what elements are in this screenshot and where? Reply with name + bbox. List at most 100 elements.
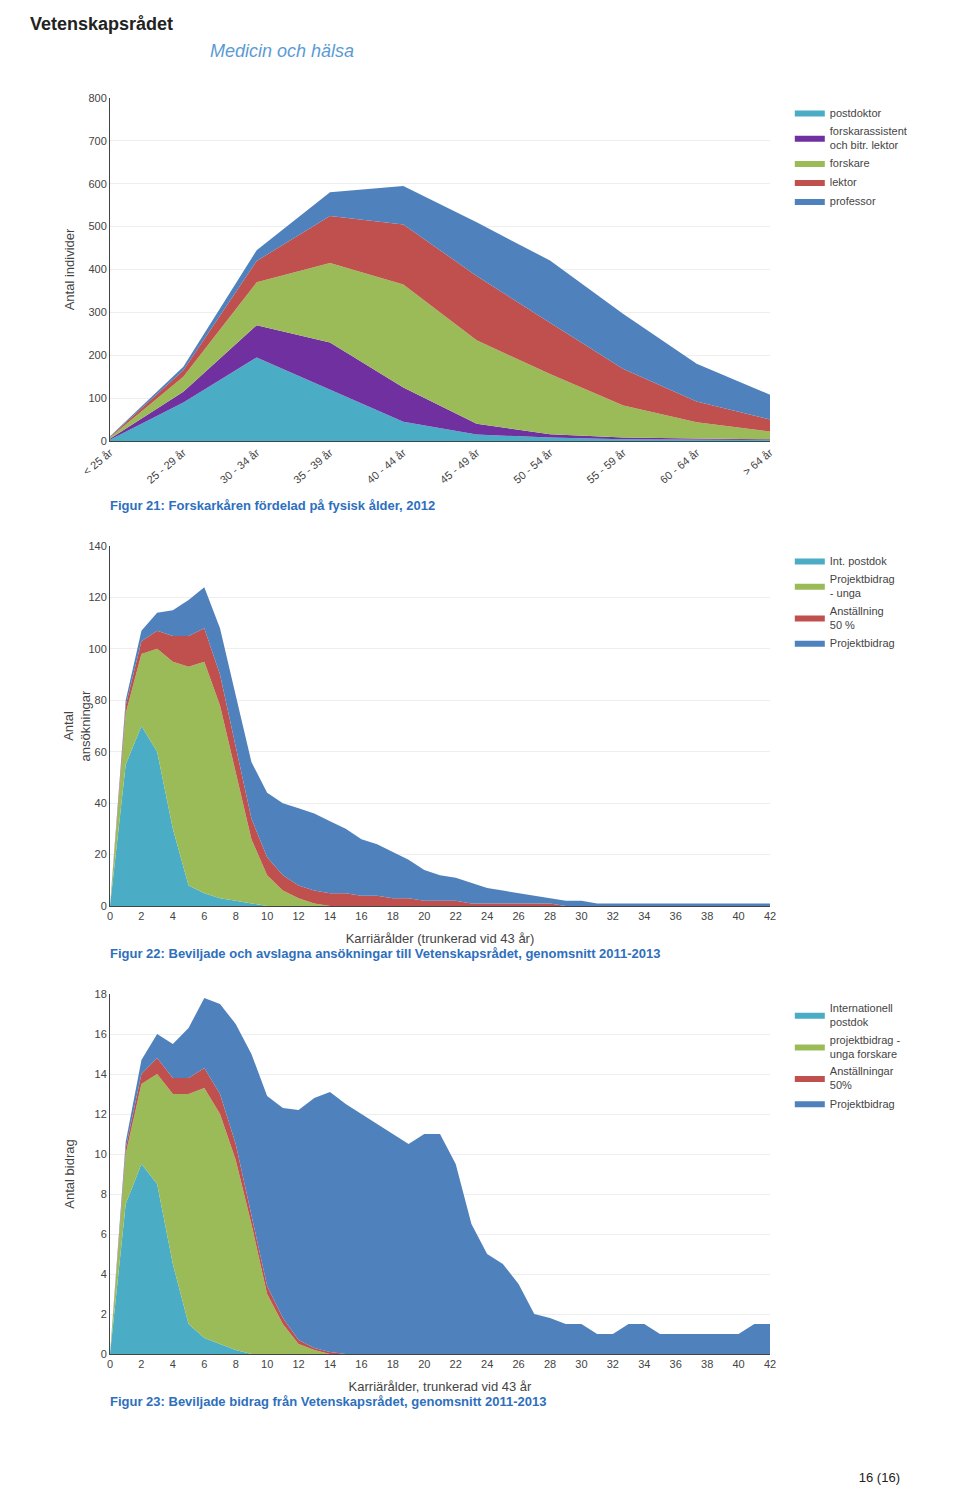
svg-text:42: 42 — [764, 910, 776, 922]
svg-text:40: 40 — [732, 1358, 744, 1370]
svg-text:22: 22 — [450, 910, 462, 922]
svg-text:26: 26 — [512, 1358, 524, 1370]
svg-text:60: 60 — [95, 746, 107, 758]
svg-text:Antal individer: Antal individer — [62, 228, 77, 310]
svg-text:600: 600 — [88, 178, 106, 190]
svg-text:14: 14 — [324, 910, 336, 922]
svg-text:38: 38 — [701, 910, 713, 922]
svg-text:Antal bidrag: Antal bidrag — [62, 1139, 77, 1208]
svg-text:20: 20 — [418, 910, 430, 922]
svg-text:36: 36 — [670, 910, 682, 922]
svg-text:forskarassistentoch bitr. lekt: forskarassistentoch bitr. lektor — [830, 125, 907, 151]
svg-text:20: 20 — [418, 1358, 430, 1370]
svg-text:Projektbidrag- unga: Projektbidrag- unga — [830, 573, 895, 599]
svg-text:0: 0 — [107, 1358, 113, 1370]
svg-text:28: 28 — [544, 910, 556, 922]
svg-text:12: 12 — [95, 1108, 107, 1120]
svg-text:8: 8 — [233, 1358, 239, 1370]
svg-text:40: 40 — [732, 910, 744, 922]
svg-text:0: 0 — [101, 900, 107, 912]
svg-text:Karriärålder (trunkerad vid 43: Karriärålder (trunkerad vid 43 år) — [346, 931, 535, 946]
svg-text:500: 500 — [88, 220, 106, 232]
svg-text:Projektbidrag: Projektbidrag — [830, 637, 895, 649]
svg-text:8: 8 — [101, 1188, 107, 1200]
svg-text:100: 100 — [88, 643, 106, 655]
svg-text:24: 24 — [481, 1358, 493, 1370]
svg-text:Projektbidrag: Projektbidrag — [830, 1098, 895, 1110]
svg-text:4: 4 — [170, 910, 176, 922]
svg-text:0: 0 — [107, 910, 113, 922]
svg-text:800: 800 — [88, 92, 106, 104]
svg-text:> 64 år: > 64 år — [741, 446, 775, 478]
svg-text:60 - 64 år: 60 - 64 år — [658, 446, 702, 486]
html-text:Vetenskapsrådet: Vetenskapsrådet — [30, 14, 174, 34]
svg-text:Anställning50 %: Anställning50 % — [830, 605, 884, 631]
svg-text:400: 400 — [88, 263, 106, 275]
svg-text:14: 14 — [95, 1068, 107, 1080]
svg-text:34: 34 — [638, 910, 650, 922]
svg-text:16: 16 — [95, 1028, 107, 1040]
svg-text:18: 18 — [95, 988, 107, 1000]
svg-text:4: 4 — [101, 1268, 107, 1280]
svg-text:200: 200 — [88, 349, 106, 361]
svg-text:10: 10 — [261, 910, 273, 922]
svg-text:18: 18 — [387, 1358, 399, 1370]
svg-text:32: 32 — [607, 910, 619, 922]
svg-text:100: 100 — [88, 392, 106, 404]
svg-text:36: 36 — [670, 1358, 682, 1370]
svg-text:2: 2 — [138, 910, 144, 922]
svg-text:postdoktor: postdoktor — [830, 107, 882, 119]
svg-text:50 - 54 år: 50 - 54 år — [511, 446, 555, 486]
svg-text:12: 12 — [292, 1358, 304, 1370]
svg-text:300: 300 — [88, 306, 106, 318]
svg-text:140: 140 — [88, 540, 106, 552]
svg-text:120: 120 — [88, 591, 106, 603]
svg-text:6: 6 — [201, 910, 207, 922]
svg-text:2: 2 — [101, 1308, 107, 1320]
svg-text:35 - 39 år: 35 - 39 år — [291, 446, 335, 486]
svg-text:24: 24 — [481, 910, 493, 922]
svg-text:30: 30 — [575, 1358, 587, 1370]
svg-text:28: 28 — [544, 1358, 556, 1370]
svg-text:< 25 år: < 25 år — [81, 446, 115, 478]
svg-text:55 - 59 år: 55 - 59 år — [584, 446, 628, 486]
svg-text:Antalansökningar: Antalansökningar — [61, 690, 93, 761]
svg-text:0: 0 — [101, 1348, 107, 1360]
svg-text:forskare: forskare — [830, 157, 870, 169]
svg-text:30 - 34 år: 30 - 34 år — [218, 446, 262, 486]
svg-text:projektbidrag -unga forskare: projektbidrag -unga forskare — [830, 1034, 901, 1060]
svg-text:Int. postdok: Int. postdok — [830, 555, 887, 567]
svg-text:42: 42 — [764, 1358, 776, 1370]
svg-text:12: 12 — [292, 910, 304, 922]
svg-text:700: 700 — [88, 135, 106, 147]
svg-text:30: 30 — [575, 910, 587, 922]
svg-text:professor: professor — [830, 195, 876, 207]
svg-text:8: 8 — [233, 910, 239, 922]
svg-text:2: 2 — [138, 1358, 144, 1370]
svg-text:Anställningar50%: Anställningar50% — [830, 1065, 894, 1091]
svg-text:25 - 29 år: 25 - 29 år — [144, 446, 188, 486]
svg-text:20: 20 — [95, 848, 107, 860]
svg-text:32: 32 — [607, 1358, 619, 1370]
svg-text:0: 0 — [101, 435, 107, 447]
svg-text:22: 22 — [450, 1358, 462, 1370]
svg-text:26: 26 — [512, 910, 524, 922]
svg-text:38: 38 — [701, 1358, 713, 1370]
svg-text:16: 16 — [355, 1358, 367, 1370]
svg-text:Internationellpostdok: Internationellpostdok — [830, 1002, 893, 1028]
svg-text:6: 6 — [201, 1358, 207, 1370]
svg-text:16: 16 — [355, 910, 367, 922]
svg-text:40: 40 — [95, 797, 107, 809]
svg-text:lektor: lektor — [830, 176, 857, 188]
svg-text:4: 4 — [170, 1358, 176, 1370]
svg-text:Karriärålder, trunkerad vid 43: Karriärålder, trunkerad vid 43 år — [349, 1379, 532, 1394]
svg-text:45 - 49 år: 45 - 49 år — [438, 446, 482, 486]
svg-text:80: 80 — [95, 694, 107, 706]
svg-text:10: 10 — [95, 1148, 107, 1160]
svg-text:6: 6 — [101, 1228, 107, 1240]
svg-text:40 - 44 år: 40 - 44 år — [364, 446, 408, 486]
svg-text:14: 14 — [324, 1358, 336, 1370]
svg-text:10: 10 — [261, 1358, 273, 1370]
svg-text:34: 34 — [638, 1358, 650, 1370]
svg-text:18: 18 — [387, 910, 399, 922]
